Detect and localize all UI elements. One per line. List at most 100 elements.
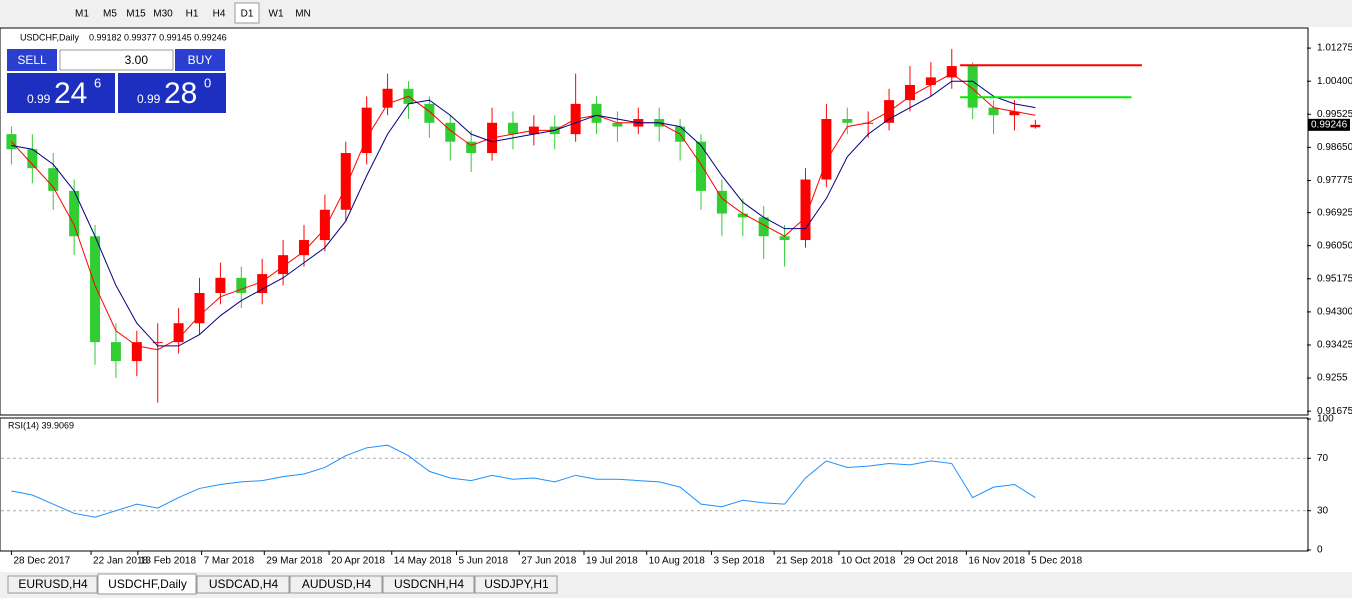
candle-body xyxy=(361,107,372,154)
tab[interactable] xyxy=(196,575,290,594)
y-tick-label: 0 xyxy=(1317,545,1323,556)
candle-body xyxy=(967,66,978,108)
candle-body xyxy=(800,179,811,241)
x-tick-label: 7 Mar 2018 xyxy=(204,556,255,567)
candle-body xyxy=(466,141,477,154)
tab[interactable] xyxy=(97,573,197,595)
last-price-box xyxy=(1308,118,1350,131)
sell-big: 0.99 xyxy=(27,92,51,106)
rsi-title: RSI(14) 39.9069 xyxy=(8,420,74,430)
moving-average xyxy=(11,73,1036,351)
timeframe-button[interactable]: MN xyxy=(295,9,311,20)
candle-body xyxy=(591,103,602,123)
sell-label[interactable]: SELL xyxy=(17,53,47,67)
timeframe-button[interactable]: M1 xyxy=(75,9,89,20)
x-tick-label: 27 Jun 2018 xyxy=(521,556,576,567)
y-tick-label: 0.98650 xyxy=(1317,142,1352,153)
timeframe-button[interactable]: M15 xyxy=(126,9,146,20)
tab[interactable] xyxy=(7,575,98,594)
y-tick-label: 0.93425 xyxy=(1317,340,1352,351)
x-tick-label: 13 Feb 2018 xyxy=(140,556,197,567)
candle-body xyxy=(69,190,80,237)
buy-button[interactable] xyxy=(175,49,225,71)
candle-body xyxy=(925,77,936,85)
x-tick-label: 28 Dec 2017 xyxy=(13,556,70,567)
tab-label[interactable]: AUDUSD,H4 xyxy=(302,577,372,591)
x-tick-label: 5 Jun 2018 xyxy=(459,556,509,567)
candle-body xyxy=(27,149,38,169)
lots[interactable]: 3.00 xyxy=(125,53,149,67)
candle-body xyxy=(988,107,999,116)
lots-input[interactable] xyxy=(59,49,174,71)
timeframe-button[interactable]: M5 xyxy=(103,9,117,20)
x-tick-label: 5 Dec 2018 xyxy=(1031,556,1083,567)
y-tick-label: 0.99525 xyxy=(1317,109,1352,120)
tab-label[interactable]: USDCNH,H4 xyxy=(394,577,464,591)
sell-price-box[interactable] xyxy=(7,73,115,113)
tab[interactable] xyxy=(474,575,558,594)
candle-body xyxy=(758,217,769,237)
y-tick-label: 100 xyxy=(1317,414,1334,425)
y-tick-label: 1.01275 xyxy=(1317,43,1352,54)
x-tick-label: 29 Oct 2018 xyxy=(904,556,959,567)
candle-body xyxy=(194,292,205,324)
candle-body xyxy=(716,190,727,214)
moving-average xyxy=(11,80,1036,347)
x-tick-label: 21 Sep 2018 xyxy=(776,556,833,567)
rsi-line xyxy=(11,444,1036,518)
tab-label[interactable]: EURUSD,H4 xyxy=(18,577,88,591)
candle-body xyxy=(946,66,957,78)
toolbar xyxy=(0,0,1352,27)
tab[interactable] xyxy=(289,575,383,594)
tab-label[interactable]: USDCAD,H4 xyxy=(209,577,279,591)
y-tick-label: 0.96925 xyxy=(1317,207,1352,218)
x-tick-label: 19 Jul 2018 xyxy=(586,556,638,567)
sell-frac: 6 xyxy=(94,75,101,90)
timeframe-button[interactable]: H4 xyxy=(213,9,226,20)
timeframe-active xyxy=(234,2,260,24)
tab-label[interactable]: USDCHF,Daily xyxy=(108,577,187,591)
timeframe-button[interactable]: W1 xyxy=(269,9,284,20)
rsi-pane xyxy=(0,417,1309,552)
candle-body xyxy=(131,342,142,362)
buy-frac: 0 xyxy=(204,75,211,90)
candle-body xyxy=(821,119,832,180)
y-tick-label: 0.9255 xyxy=(1317,373,1348,384)
candle-body xyxy=(215,277,226,293)
timeframe-button[interactable]: H1 xyxy=(186,9,199,20)
y-tick-label: 70 xyxy=(1317,453,1329,464)
candle-body xyxy=(382,88,393,108)
tab[interactable] xyxy=(382,575,475,594)
candle-body xyxy=(842,119,853,123)
y-tick-label: 0.91675 xyxy=(1317,406,1352,417)
candle-body xyxy=(236,277,247,293)
candle-body xyxy=(319,209,330,241)
last-price-label: 0.99246 xyxy=(1311,119,1348,130)
buy-price-box[interactable] xyxy=(118,73,226,113)
candle-body xyxy=(445,122,456,142)
timeframe-button[interactable]: D1 xyxy=(241,9,254,20)
x-tick-label: 14 May 2018 xyxy=(394,556,452,567)
sell-button[interactable] xyxy=(7,49,57,71)
candle-body xyxy=(90,236,101,343)
buy-label[interactable]: BUY xyxy=(188,53,213,67)
y-tick-label: 30 xyxy=(1317,505,1329,516)
tab-label[interactable]: USDJPY,H1 xyxy=(484,577,549,591)
candle-body xyxy=(737,213,748,218)
y-tick-label: 0.94300 xyxy=(1317,307,1352,318)
candle-body xyxy=(1030,124,1041,128)
candle-body xyxy=(904,84,915,101)
x-tick-label: 3 Sep 2018 xyxy=(713,556,765,567)
x-tick-label: 29 Mar 2018 xyxy=(266,556,323,567)
x-tick-label: 22 Jan 2018 xyxy=(93,556,148,567)
candle-body xyxy=(152,342,163,344)
x-tick-label: 20 Apr 2018 xyxy=(331,556,385,567)
candle-body xyxy=(1009,111,1020,116)
timeframe-button[interactable]: M30 xyxy=(153,9,173,20)
candle-body xyxy=(696,141,707,191)
candle-body xyxy=(298,240,309,256)
candle-body xyxy=(48,168,59,191)
buy-pips: 28 xyxy=(164,77,197,110)
